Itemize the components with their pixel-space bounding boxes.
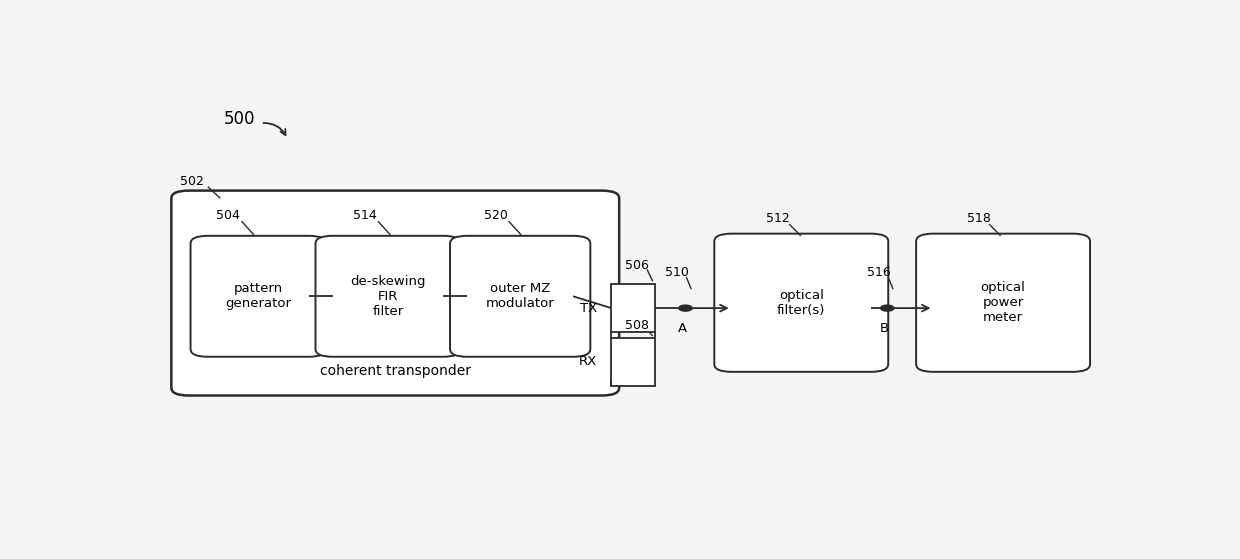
Text: TX: TX [580, 302, 596, 315]
Text: 502: 502 [180, 174, 203, 188]
FancyBboxPatch shape [916, 234, 1090, 372]
Bar [611, 285, 655, 332]
Text: A: A [678, 322, 687, 335]
Text: de-skewing
FIR
filter: de-skewing FIR filter [350, 275, 425, 318]
Text: RX: RX [579, 356, 596, 368]
Text: coherent transponder: coherent transponder [320, 363, 471, 377]
Text: 508: 508 [625, 319, 650, 332]
FancyBboxPatch shape [450, 236, 590, 357]
Text: optical
filter(s): optical filter(s) [777, 289, 826, 317]
Text: 500: 500 [223, 110, 255, 128]
Circle shape [880, 305, 894, 311]
Text: 510: 510 [665, 266, 688, 280]
FancyBboxPatch shape [171, 191, 619, 396]
Text: 518: 518 [967, 212, 991, 225]
Text: optical
power
meter: optical power meter [981, 281, 1025, 324]
Bar [611, 338, 655, 386]
Text: outer MZ
modulator: outer MZ modulator [486, 282, 554, 310]
Text: 512: 512 [766, 212, 790, 225]
FancyBboxPatch shape [191, 236, 326, 357]
Text: 520: 520 [484, 209, 508, 222]
Text: 504: 504 [216, 209, 241, 222]
Text: pattern
generator: pattern generator [226, 282, 291, 310]
Text: B: B [880, 322, 889, 335]
FancyArrowPatch shape [263, 123, 285, 135]
Text: 514: 514 [352, 209, 377, 222]
Circle shape [678, 305, 692, 311]
Text: 516: 516 [867, 266, 890, 280]
FancyBboxPatch shape [315, 236, 460, 357]
FancyBboxPatch shape [714, 234, 888, 372]
Text: 506: 506 [625, 259, 650, 272]
